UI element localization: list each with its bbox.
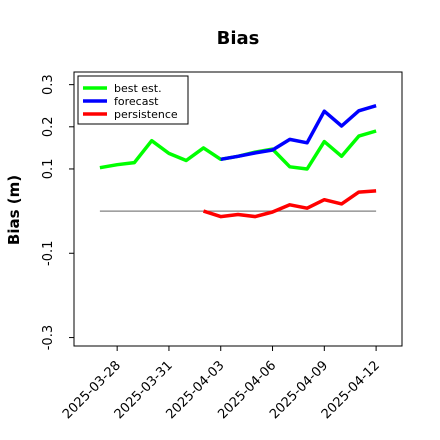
y-tick-label: -0.1 xyxy=(41,241,56,266)
y-tick-label: -0.3 xyxy=(41,325,56,350)
axis-layer: 0.30.20.1-0.1-0.32025-03-282025-03-31202… xyxy=(41,74,383,422)
chart-title: Bias xyxy=(217,28,260,49)
plot-area xyxy=(73,71,403,347)
series-line-persistence xyxy=(202,189,377,219)
y-tick-label: 0.3 xyxy=(41,74,56,95)
legend-label: forecast xyxy=(114,95,159,108)
y-axis-label: Bias (m) xyxy=(5,175,23,245)
legend-label: best est. xyxy=(114,82,162,95)
series-line-forecast xyxy=(220,104,377,162)
y-tick-label: 0.2 xyxy=(41,116,56,137)
series-line-best-est xyxy=(99,129,377,171)
y-tick-label: 0.1 xyxy=(41,159,56,180)
legend-label: persistence xyxy=(114,108,178,121)
series-layer xyxy=(99,104,377,219)
